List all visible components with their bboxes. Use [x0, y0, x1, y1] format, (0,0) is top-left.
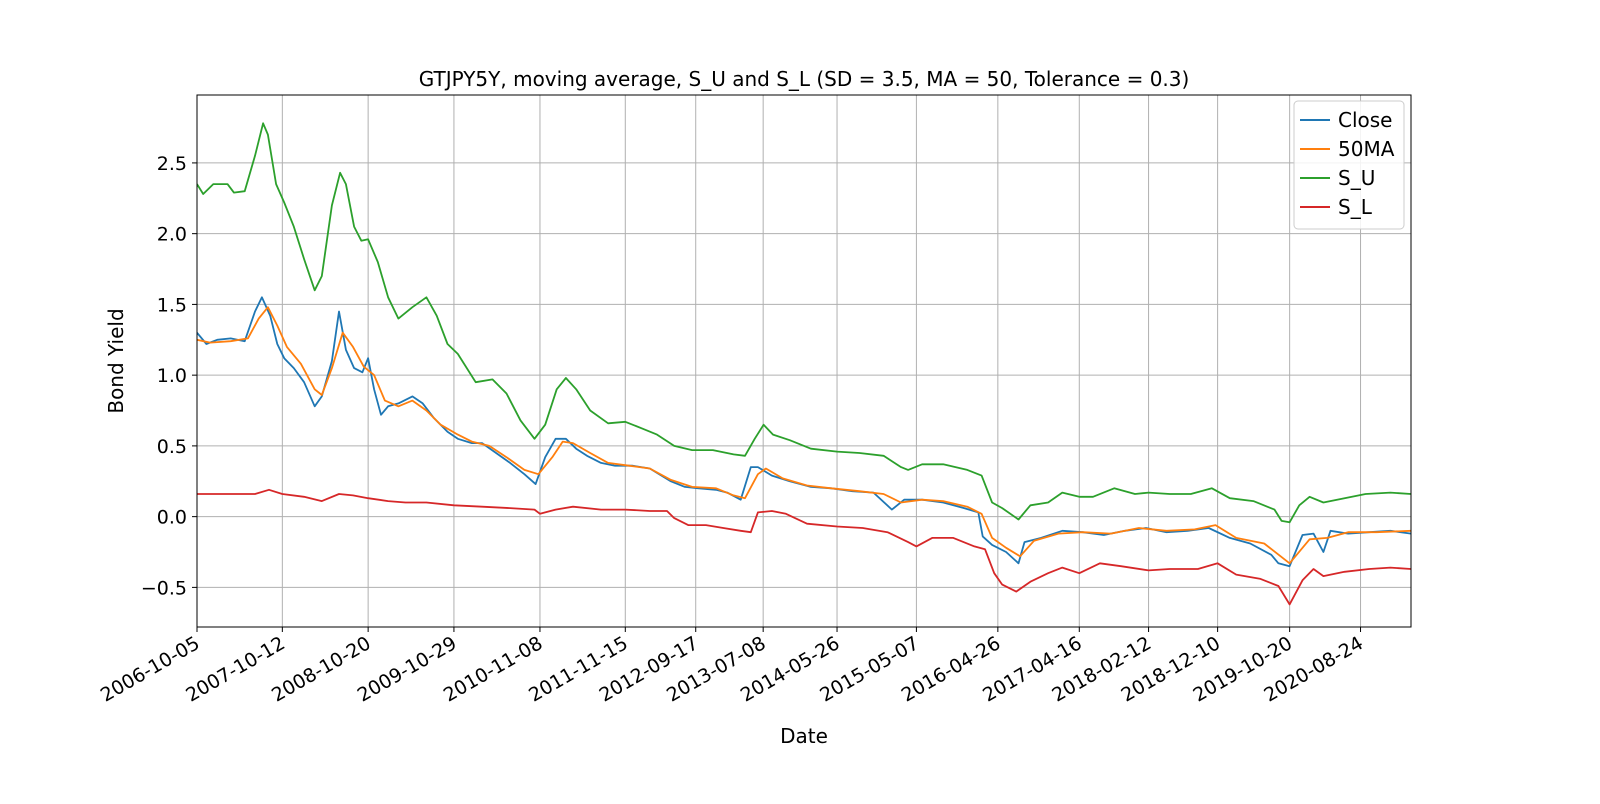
y-tick-label: 2.0 — [157, 224, 187, 246]
series-line-s_l — [197, 488, 1411, 606]
grid — [196, 95, 1411, 627]
y-tick-label: 0.5 — [157, 436, 187, 458]
y-axis-label: Bond Yield — [104, 308, 128, 413]
series-line-50ma — [197, 306, 1411, 565]
series-line-close — [197, 296, 1411, 568]
y-tick-label: −0.5 — [141, 577, 187, 599]
y-tick-label: 1.0 — [157, 365, 187, 387]
legend: Close 50MA S_U S_L — [1293, 100, 1405, 230]
series-line-s_u — [197, 122, 1411, 524]
legend-label: 50MA — [1338, 137, 1395, 161]
y-tick-label: 2.5 — [157, 153, 187, 175]
x-axis-label: Date — [780, 724, 828, 748]
axes: −0.50.00.51.01.52.02.52006-10-052007-10-… — [97, 153, 1367, 707]
legend-label: Close — [1338, 108, 1392, 132]
chart-title: GTJPY5Y, moving average, S_U and S_L (SD… — [419, 67, 1190, 91]
legend-box — [1293, 100, 1405, 230]
legend-label: S_L — [1338, 195, 1373, 219]
legend-label: S_U — [1338, 166, 1375, 190]
y-tick-label: 0.0 — [157, 507, 187, 529]
plot-frame — [196, 94, 1412, 628]
series-lines — [197, 122, 1411, 606]
y-tick-label: 1.5 — [157, 294, 187, 316]
